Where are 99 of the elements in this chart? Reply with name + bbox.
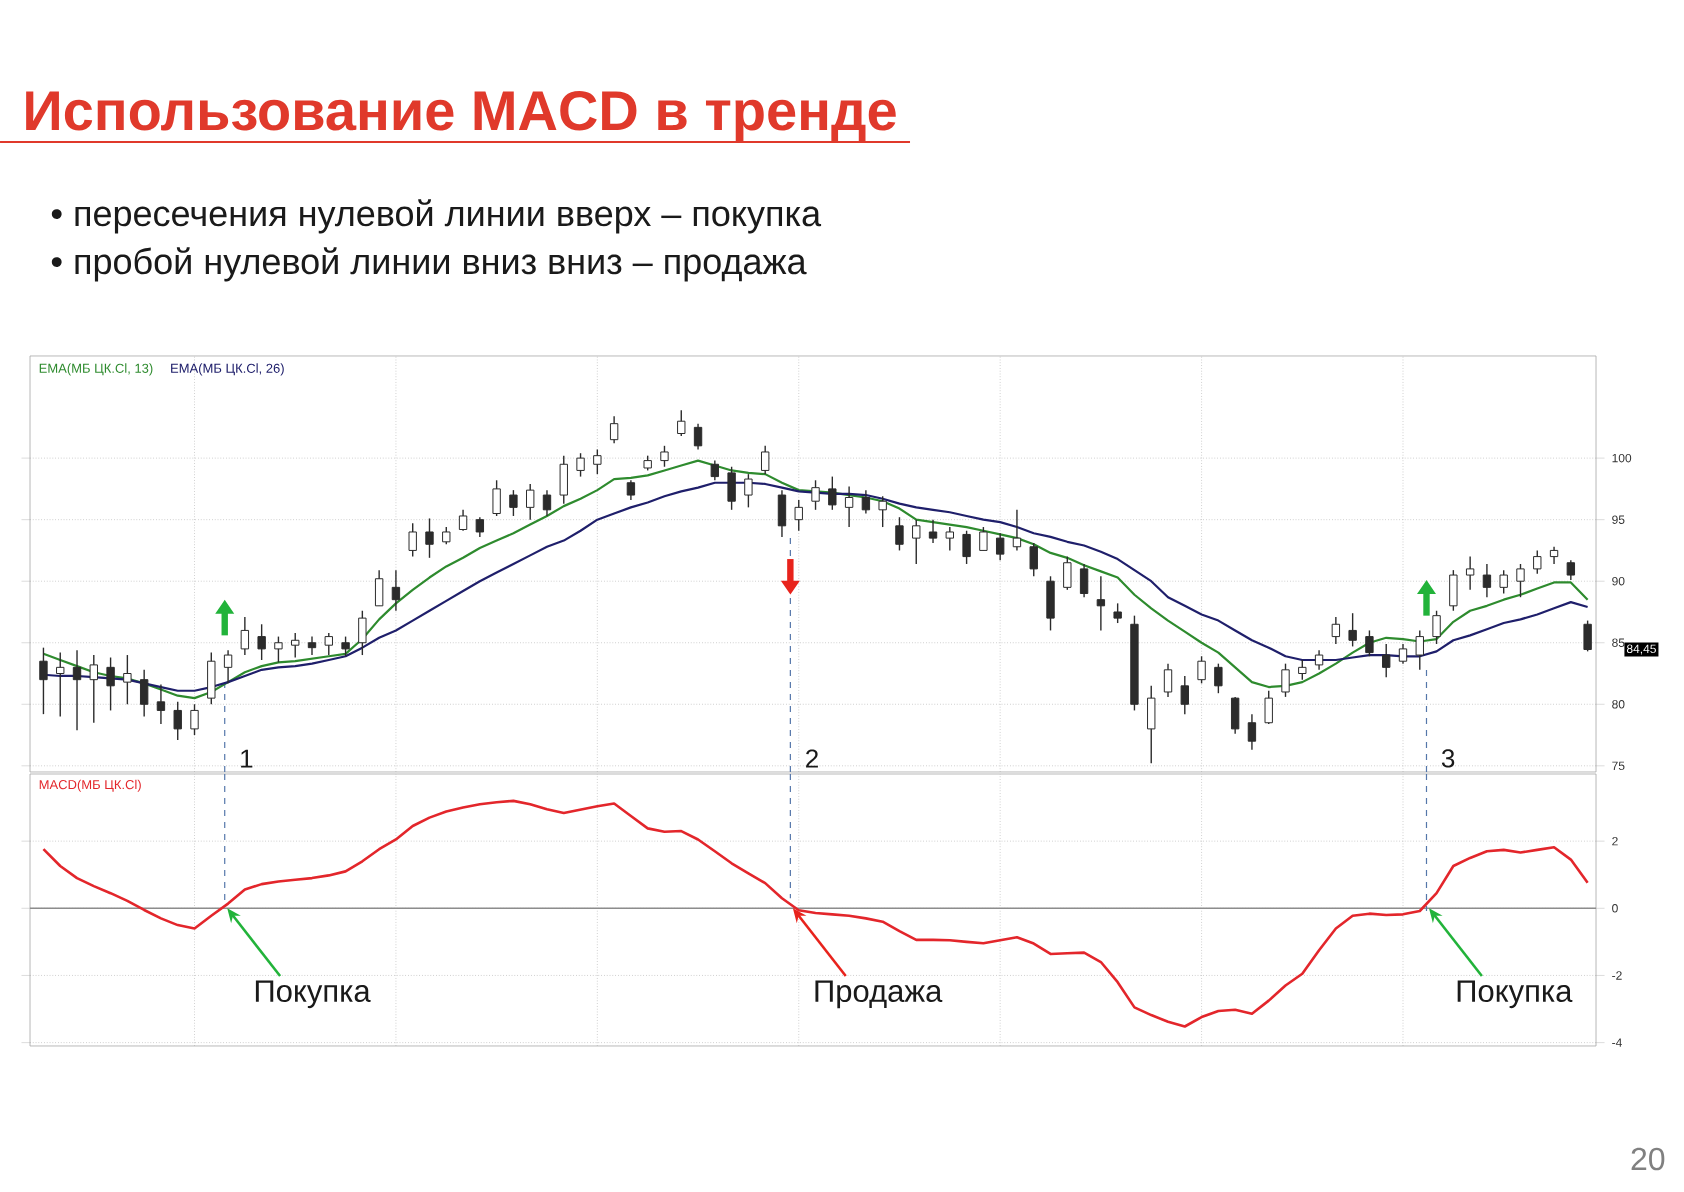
candlestick	[123, 654, 132, 705]
candlestick	[727, 466, 736, 511]
candlestick	[1465, 555, 1475, 591]
candlestick	[458, 509, 468, 532]
candlestick	[811, 479, 820, 511]
candlestick	[760, 445, 770, 475]
candlestick	[257, 623, 266, 661]
candlestick	[1197, 655, 1206, 685]
candlestick	[1046, 575, 1055, 632]
candlestick	[240, 616, 250, 656]
candlestick	[844, 485, 854, 528]
candlestick	[794, 499, 803, 532]
candlestick	[1063, 555, 1072, 591]
candlestick	[1566, 559, 1576, 581]
candlestick	[1012, 509, 1022, 552]
chart-title: Использование MACD в тренде	[26, 90, 896, 142]
candlestick	[1163, 662, 1173, 698]
candlestick	[861, 489, 871, 515]
candlestick	[1432, 610, 1441, 645]
candlestick	[89, 654, 98, 724]
candlestick	[609, 415, 619, 445]
candlestick	[207, 651, 216, 705]
candlestick	[1348, 612, 1357, 648]
candlestick	[1230, 696, 1240, 735]
candlestick	[1247, 713, 1257, 751]
candlestick	[509, 489, 518, 517]
text: • пробой нулевой линии вниз вниз – продажа	[51, 247, 807, 282]
candlestick	[1382, 643, 1391, 678]
candlestick	[1533, 549, 1542, 575]
candlestick	[1264, 690, 1273, 725]
candlestick	[1079, 563, 1089, 598]
candlestick	[895, 516, 904, 552]
candlestick	[190, 703, 199, 736]
candlestick	[693, 422, 703, 451]
candlestick	[139, 669, 149, 718]
candlestick	[72, 649, 82, 731]
candlestick	[1298, 659, 1307, 681]
candlestick	[173, 701, 182, 741]
candlestick	[1583, 619, 1592, 653]
candlestick	[576, 452, 585, 478]
candlestick	[1482, 563, 1492, 598]
annotation: 1	[241, 749, 253, 768]
annotation: 3	[1441, 749, 1455, 768]
annotation: Продажа	[815, 980, 943, 1009]
candlestick	[106, 656, 115, 712]
candlestick	[1415, 629, 1424, 671]
candlestick	[475, 516, 485, 538]
candlestick	[1314, 649, 1324, 671]
candlestick	[391, 569, 401, 612]
candlestick	[223, 649, 233, 685]
candlestick	[777, 489, 787, 538]
candlestick	[660, 445, 669, 468]
candlestick	[1147, 685, 1156, 765]
annotation: Покупка	[1457, 980, 1573, 1009]
candlestick	[677, 409, 686, 437]
candlestick	[1281, 662, 1290, 698]
candlestick	[593, 448, 602, 475]
candlestick	[1180, 675, 1189, 715]
candlestick	[56, 651, 65, 718]
candlestick	[408, 522, 417, 558]
candlestick	[425, 517, 434, 559]
candlestick	[710, 459, 720, 481]
text: • пересечения нулевой линии вверх – покупка	[51, 199, 822, 234]
candlestick	[291, 632, 300, 659]
candlestick	[274, 635, 283, 664]
candlestick	[1516, 563, 1525, 598]
candlestick	[912, 518, 921, 565]
candlestick	[307, 635, 317, 656]
candlestick	[626, 479, 636, 501]
candlestick	[995, 532, 1005, 561]
candlestick	[928, 518, 938, 544]
candlestick	[526, 483, 535, 521]
candlestick	[156, 683, 166, 725]
candlestick	[1113, 602, 1122, 624]
candlestick	[341, 635, 350, 657]
candlestick	[1331, 616, 1341, 645]
annotation: 2	[806, 749, 818, 768]
candlestick	[1029, 542, 1038, 577]
candlestick	[744, 473, 753, 509]
candlestick	[828, 475, 837, 511]
candlestick	[358, 610, 367, 656]
candlestick	[374, 569, 384, 607]
candlestick	[559, 454, 568, 505]
candlestick	[1398, 643, 1408, 665]
candlestick	[1096, 575, 1106, 632]
candlestick	[979, 526, 988, 552]
candlestick	[1214, 662, 1223, 694]
candlestick	[324, 632, 333, 656]
candlestick	[945, 526, 955, 552]
candlestick	[542, 489, 552, 517]
candlestick	[1365, 629, 1374, 657]
candlestick	[878, 495, 887, 528]
candlestick	[492, 479, 501, 517]
candlestick	[39, 646, 48, 715]
candlestick	[1499, 569, 1508, 595]
text: 20	[1631, 1147, 1665, 1171]
annotation: Покупка	[255, 980, 371, 1009]
candlestick	[962, 530, 971, 565]
candlestick	[1449, 569, 1458, 612]
